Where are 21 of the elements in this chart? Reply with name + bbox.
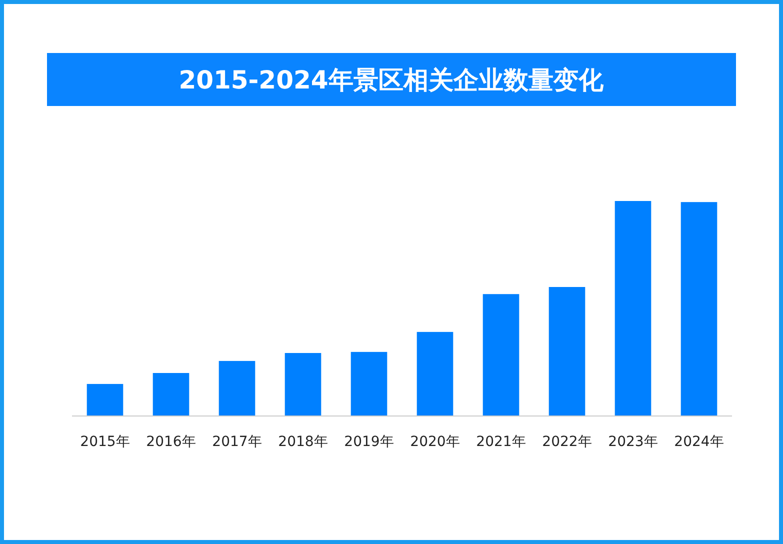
x-tick-label: 2018年 [278, 434, 328, 450]
x-tick-label: 2022年 [542, 434, 592, 450]
bar [218, 360, 256, 416]
bar [152, 373, 190, 416]
x-tick-label: 2015年 [80, 434, 130, 450]
bar [350, 352, 388, 416]
x-tick-label: 2023年 [608, 434, 658, 450]
x-tick-label: 2019年 [344, 434, 394, 450]
x-tick-label: 2024年 [674, 434, 724, 450]
x-tick-label: 2017年 [212, 434, 262, 450]
x-tick-label: 2016年 [146, 434, 196, 450]
chart-title: 2015-2024年景区相关企业数量变化 [178, 66, 604, 94]
bar [680, 202, 718, 416]
bar [482, 294, 520, 416]
x-tick-label: 2021年 [476, 434, 526, 450]
x-tick-label: 2020年 [410, 434, 460, 450]
bar [548, 287, 586, 416]
bar [416, 332, 454, 416]
bar [614, 201, 652, 416]
bar [86, 384, 124, 416]
bar [284, 353, 322, 416]
